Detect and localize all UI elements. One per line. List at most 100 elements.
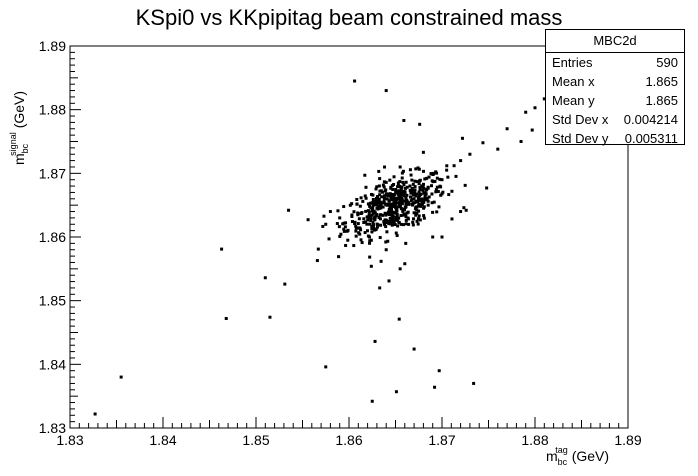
scatter-point xyxy=(447,193,451,197)
scatter-point xyxy=(354,229,358,233)
y-axis-title: mbcsignal (GeV) xyxy=(8,91,30,165)
scatter-point xyxy=(391,188,395,191)
scatter-point xyxy=(387,207,391,211)
scatter-point xyxy=(404,241,408,245)
scatter-point xyxy=(391,203,395,207)
chart-title: KSpi0 vs KKpipitag beam constrained mass xyxy=(136,5,563,30)
scatter-point xyxy=(378,213,382,217)
scatter-point xyxy=(418,188,422,192)
scatter-point xyxy=(468,152,472,156)
scatter-point xyxy=(378,177,382,181)
scatter-point xyxy=(375,225,379,229)
scatter-point xyxy=(375,214,379,218)
scatter-point xyxy=(369,264,373,268)
scatter-point xyxy=(481,141,485,145)
scatter-point xyxy=(364,185,368,189)
scatter-point xyxy=(342,229,346,233)
scatter-point xyxy=(415,180,419,184)
scatter-point xyxy=(410,202,414,206)
scatter-point xyxy=(403,262,407,266)
scatter-point xyxy=(397,317,401,321)
scatter-point xyxy=(409,173,413,177)
scatter-point xyxy=(401,213,405,217)
tick-label: 1.83 xyxy=(56,432,83,448)
scatter-point xyxy=(356,211,360,215)
scatter-point xyxy=(362,217,366,221)
scatter-point xyxy=(373,339,377,343)
scatter-point xyxy=(415,211,419,215)
scatter-point xyxy=(354,234,358,238)
scatter-point xyxy=(402,118,406,122)
scatter-point xyxy=(415,192,419,196)
stats-label: Std Dev y xyxy=(552,131,609,146)
scatter-point xyxy=(422,205,426,209)
scatter-point xyxy=(411,220,415,224)
scatter-point xyxy=(367,210,371,214)
scatter-point xyxy=(354,224,358,228)
scatter-point xyxy=(379,204,383,208)
scatter-point xyxy=(383,211,387,215)
scatter-point xyxy=(402,183,406,187)
scatter-point xyxy=(422,200,426,204)
scatter-point xyxy=(352,210,356,214)
scatter-point xyxy=(417,209,421,213)
scatter-point xyxy=(405,193,409,197)
scatter-point xyxy=(396,181,400,185)
scatter-point xyxy=(357,217,361,221)
scatter-point xyxy=(337,225,341,229)
scatter-point xyxy=(353,79,357,83)
scatter-point xyxy=(348,203,352,207)
scatter-point xyxy=(374,187,378,191)
scatter-point xyxy=(439,185,443,189)
scatter-point xyxy=(392,175,396,179)
scatter-point xyxy=(379,223,383,227)
scatter-point xyxy=(430,192,434,196)
scatter-point xyxy=(433,179,437,183)
scatter-point xyxy=(376,195,380,199)
scatter-point xyxy=(392,221,396,225)
scatter-point xyxy=(394,215,398,219)
scatter-point xyxy=(413,192,417,196)
scatter-point xyxy=(422,214,426,218)
scatter-point xyxy=(377,184,381,188)
tick-label: 1.83 xyxy=(39,420,66,436)
scatter-point xyxy=(438,177,442,181)
scatter-point xyxy=(324,222,328,226)
scatter-point xyxy=(398,198,402,202)
scatter-point xyxy=(464,208,468,212)
scatter-point xyxy=(93,412,97,416)
scatter-point xyxy=(394,187,398,191)
stats-rows: Entries 590 Mean x 1.865 Mean y 1.865 Std Dev … xyxy=(546,53,684,148)
scatter-point xyxy=(357,226,361,230)
scatter-point xyxy=(431,210,435,214)
scatter-point xyxy=(418,186,422,190)
scatter-point xyxy=(392,200,396,204)
x-axis-title-sup: tag xyxy=(555,445,568,455)
scatter-point xyxy=(434,170,438,174)
stats-label: Mean y xyxy=(552,93,595,108)
tick-label: 1.89 xyxy=(39,38,66,54)
scatter-point xyxy=(417,167,421,171)
scatter-point xyxy=(268,315,272,319)
scatter-point xyxy=(369,238,373,242)
scatter-point xyxy=(426,199,430,203)
scatter-point xyxy=(370,230,374,234)
scatter-point xyxy=(418,179,422,183)
scatter-point xyxy=(322,214,326,218)
scatter-point xyxy=(411,223,415,227)
scatter-point xyxy=(287,208,291,212)
scatter-point xyxy=(369,219,373,223)
stats-row: Entries 590 xyxy=(546,53,684,72)
scatter-point xyxy=(352,244,356,248)
scatter-point xyxy=(423,195,427,199)
scatter-point xyxy=(338,216,342,220)
stats-box: MBC2d Entries 590 Mean x 1.865 Mean y 1.865 St… xyxy=(545,29,685,148)
tick-label: 1.87 xyxy=(428,432,455,448)
scatter-point xyxy=(472,381,476,385)
scatter-point xyxy=(368,216,372,220)
scatter-point xyxy=(414,167,418,171)
scatter-point xyxy=(371,211,375,215)
scatter-point xyxy=(422,197,426,201)
scatter-point xyxy=(452,164,456,168)
scatter-point xyxy=(417,190,421,194)
